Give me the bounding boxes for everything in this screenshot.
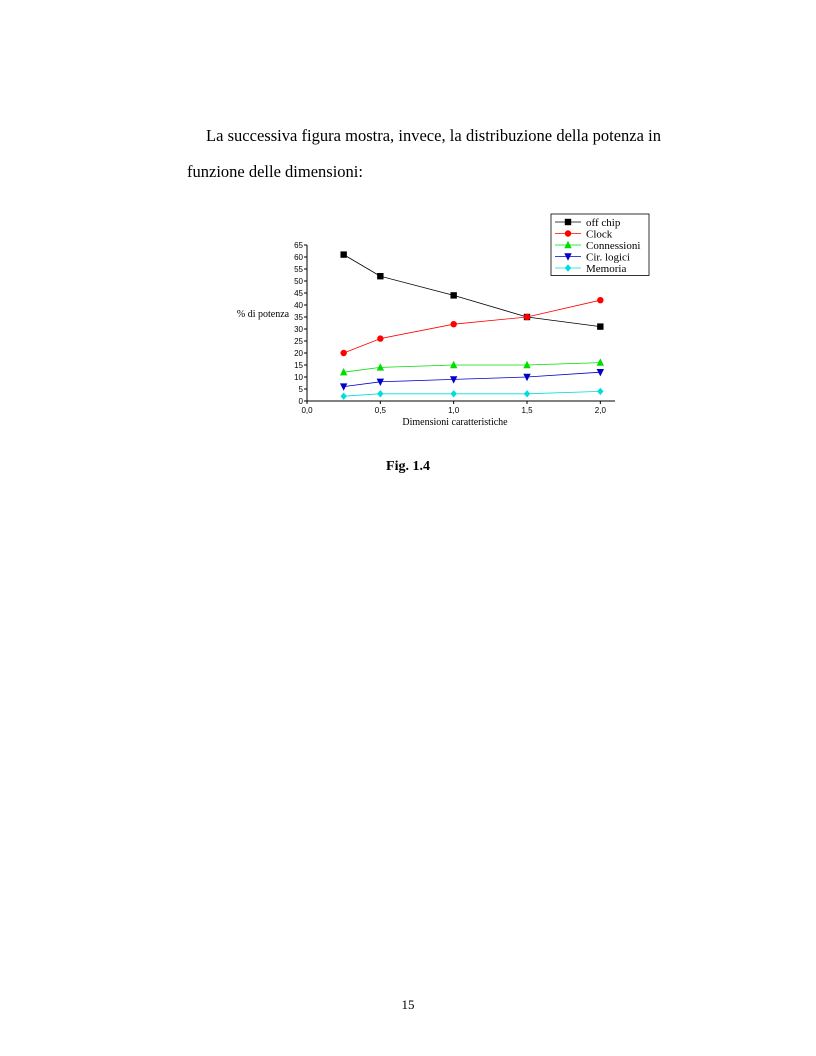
data-point-2-4 — [596, 358, 605, 366]
y-tick-label: 30 — [294, 325, 303, 334]
legend-label-1: Clock — [586, 229, 613, 241]
x-tick-label: 1,5 — [521, 406, 533, 415]
data-point-1-0 — [340, 349, 347, 357]
y-tick-label: 5 — [299, 385, 304, 394]
y-tick-label: 40 — [294, 301, 303, 310]
x-axis-label: Dimensioni caratteristiche — [402, 417, 508, 428]
data-point-3-1 — [376, 378, 385, 386]
x-tick-label: 2,0 — [595, 406, 607, 415]
data-point-4-4 — [597, 387, 604, 396]
series-line-1 — [343, 299, 601, 354]
data-point-1-4 — [597, 297, 604, 304]
data-point-0-1 — [377, 273, 384, 280]
y-tick-label: 15 — [294, 361, 303, 370]
y-tick-label: 55 — [294, 265, 303, 274]
data-point-4-1 — [377, 390, 384, 398]
legend-label-3: Cir. logici — [586, 252, 630, 264]
legend-marker-1 — [564, 230, 572, 237]
y-tick-label: 35 — [294, 313, 303, 322]
data-point-3-0 — [339, 383, 348, 391]
legend-label-0: off chip — [586, 217, 621, 229]
data-point-2-0 — [339, 368, 348, 376]
y-tick-label: 10 — [294, 373, 303, 382]
data-point-4-2 — [450, 390, 457, 398]
legend-marker-4 — [564, 264, 572, 272]
data-point-2-3 — [523, 360, 531, 369]
data-point-2-2 — [449, 360, 458, 369]
legend-marker-2 — [564, 240, 572, 249]
data-point-1-2 — [450, 321, 457, 328]
y-axis-label: % di potenza — [237, 309, 290, 320]
legend-label-2: Connessioni — [586, 240, 640, 252]
paragraph-line-2: funzione delle dimensioni: — [187, 162, 363, 181]
data-point-2-1 — [376, 363, 385, 371]
y-tick-label: 45 — [294, 289, 303, 298]
y-tick-label: 0 — [299, 397, 304, 406]
data-point-1-1 — [377, 335, 384, 342]
x-tick-label: 1,0 — [448, 406, 460, 415]
data-point-1-3 — [523, 313, 531, 321]
y-tick-label: 50 — [294, 277, 303, 286]
data-point-3-2 — [449, 376, 458, 384]
data-point-4-3 — [523, 390, 531, 398]
page-number: 15 — [401, 997, 415, 1012]
legend-marker-3 — [564, 253, 572, 261]
y-tick-label: 25 — [294, 337, 303, 346]
figure-caption: Fig. 1.4 — [386, 459, 430, 474]
paragraph-line-1: La successiva figura mostra, invece, la … — [206, 126, 661, 145]
y-tick-label: 20 — [294, 349, 303, 358]
data-point-4-0 — [340, 392, 347, 400]
data-point-0-0 — [340, 251, 347, 258]
x-tick-label: 0,5 — [375, 406, 387, 415]
y-tick-label: 65 — [294, 241, 303, 250]
data-point-0-4 — [597, 323, 604, 330]
legend-label-4: Memoria — [586, 263, 626, 275]
data-point-3-3 — [523, 373, 531, 382]
legend-marker-0 — [564, 218, 572, 226]
body-paragraph: La successiva figura mostra, invece, la … — [187, 118, 661, 190]
y-tick-label: 60 — [294, 253, 303, 262]
power-distribution-chart: 0 5 10 15 20 25 30 35 40 45 50 55 60 65 0,0 0,5 1,0 1,5 2,… — [237, 213, 650, 428]
data-point-0-2 — [450, 292, 457, 299]
x-tick-label: 0,0 — [301, 406, 313, 415]
data-point-3-4 — [596, 369, 605, 377]
